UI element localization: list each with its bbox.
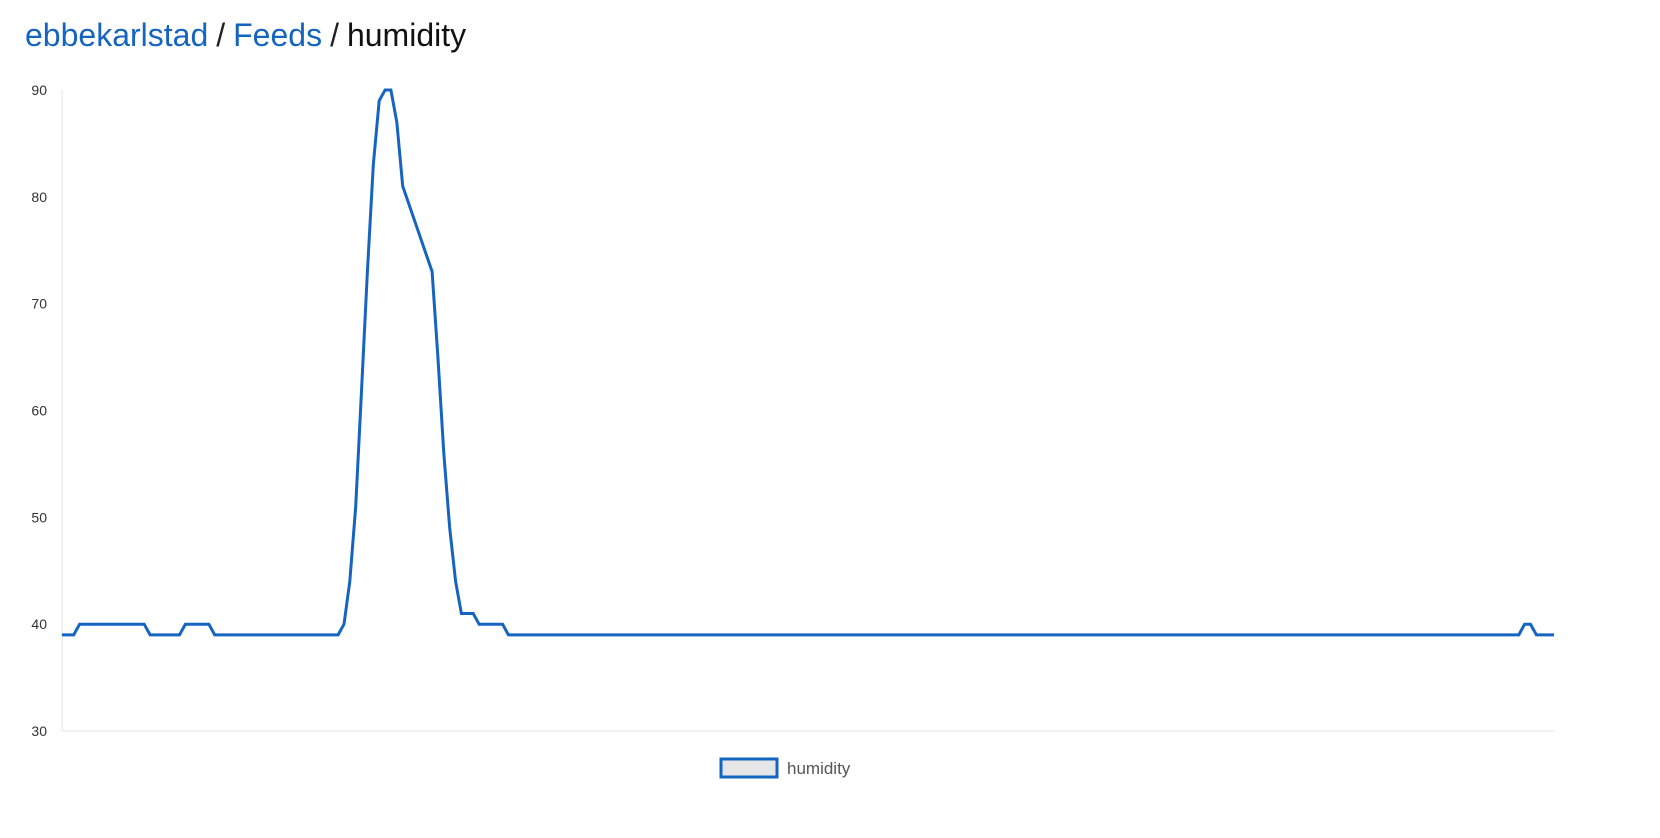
- y-tick-label: 40: [31, 616, 47, 632]
- breadcrumb-feeds-link[interactable]: Feeds: [233, 17, 323, 53]
- series-group: [62, 88, 1554, 637]
- y-tick-label: 70: [31, 296, 47, 312]
- series-line-humidity: [62, 88, 1554, 637]
- page-title: humidity: [346, 17, 467, 53]
- y-tick-label: 90: [31, 82, 47, 98]
- breadcrumb-separator: /: [330, 17, 339, 53]
- breadcrumb: ebbekarlstad / Feeds / humidity: [25, 12, 466, 58]
- y-tick-label: 30: [31, 723, 47, 739]
- legend-label[interactable]: humidity: [787, 759, 851, 778]
- y-tick-label: 60: [31, 403, 47, 419]
- breadcrumb-user-link[interactable]: ebbekarlstad: [25, 17, 209, 53]
- y-tick-label: 50: [31, 509, 47, 525]
- chart-legend[interactable]: humidity: [719, 757, 851, 779]
- y-tick-label: 80: [31, 189, 47, 205]
- legend-swatch[interactable]: [719, 757, 779, 779]
- breadcrumb-separator: /: [216, 17, 226, 53]
- y-axis: 90 80 70 60 50 40 30: [31, 82, 63, 739]
